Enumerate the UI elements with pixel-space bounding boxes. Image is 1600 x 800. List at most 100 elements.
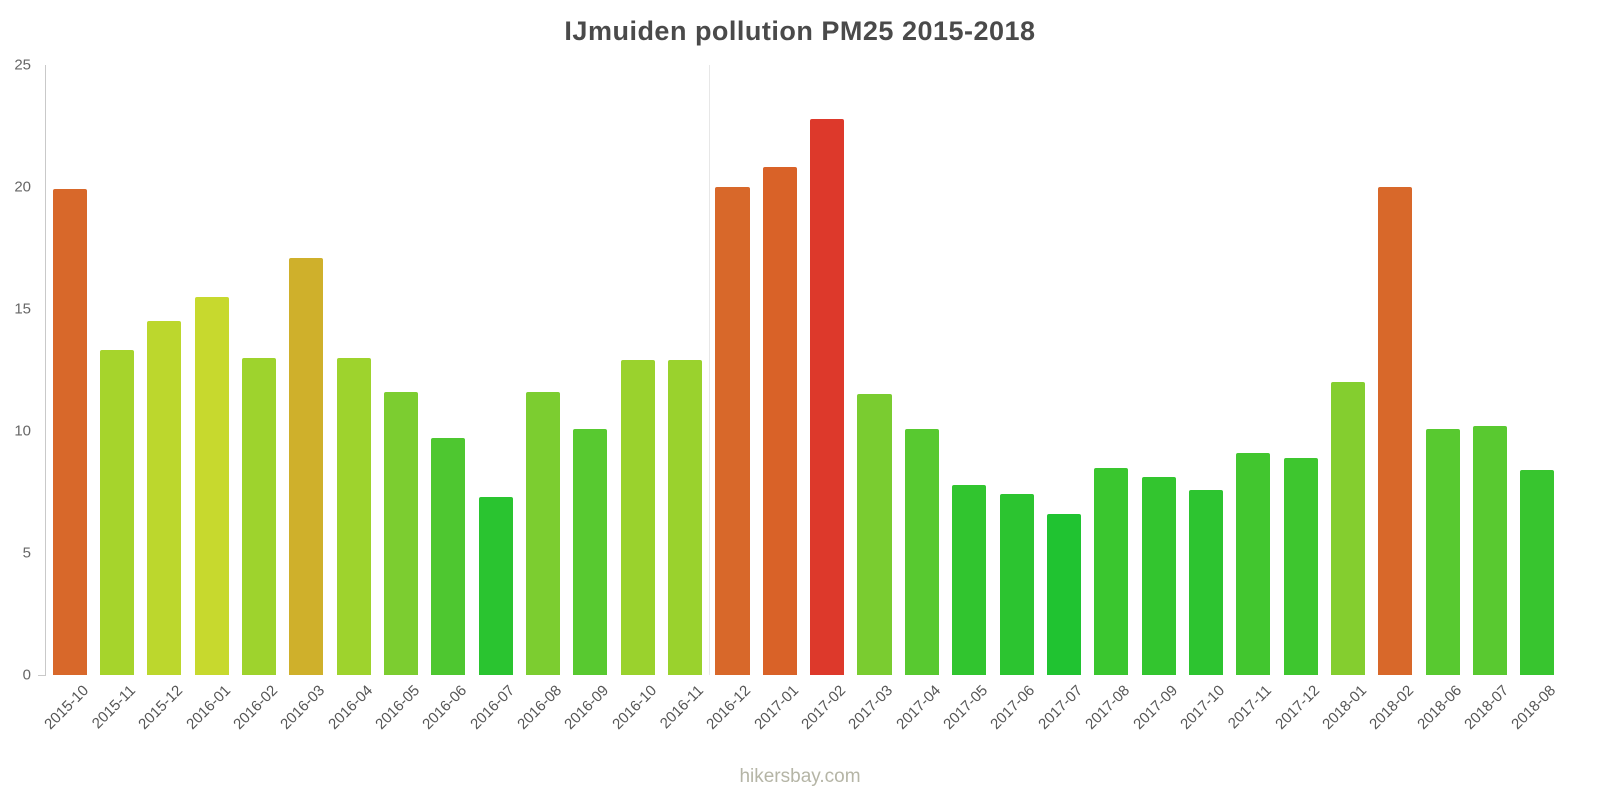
y-axis: 0 5 10 15 20 25 (0, 57, 40, 684)
bar[interactable] (194, 296, 229, 675)
bar-slot: 2015-11 (89, 65, 140, 732)
bar-slot: 2017-01 (751, 65, 803, 733)
x-axis-label: 2018-06 (1413, 682, 1465, 733)
x-axis-label: 2015-10 (40, 682, 92, 733)
bar[interactable] (573, 428, 608, 675)
footer: hikersbay.com (0, 766, 1600, 788)
x-axis-label: 2017-01 (750, 682, 802, 733)
year-divider-line (708, 65, 710, 675)
bar[interactable] (478, 496, 513, 675)
bar[interactable] (1330, 382, 1365, 675)
bar[interactable] (762, 167, 797, 675)
bar[interactable] (857, 394, 892, 675)
bar-slot: 2016-04 (325, 65, 377, 733)
plot-area: 2015-10 2015-11 2015-12 2016-01 2016-02 2016-… (38, 65, 1561, 733)
x-axis-label: 2016-10 (608, 682, 660, 733)
bar-slot: 2017-10 (1177, 65, 1229, 733)
x-axis-label: 2016-08 (514, 682, 566, 733)
bar[interactable] (1472, 426, 1508, 675)
bar[interactable] (1141, 477, 1176, 675)
bar[interactable] (904, 428, 939, 675)
x-axis-label: 2018-08 (1508, 682, 1560, 733)
bar-slot: 2017-05 (940, 65, 993, 733)
x-axis-label: 2018-02 (1366, 682, 1418, 733)
bar[interactable] (1094, 467, 1129, 675)
x-axis-label: 2016-05 (372, 682, 424, 733)
x-axis-label: 2017-09 (1129, 682, 1181, 733)
y-axis-tick-label: 0 (22, 666, 31, 684)
bar[interactable] (289, 257, 324, 675)
x-axis-label: 2016-12 (703, 682, 755, 733)
bar-slot: 2017-02 (798, 65, 851, 733)
x-axis-label: 2016-04 (324, 682, 376, 733)
bar-slot: 2016-02 (230, 65, 282, 733)
bar-slot: 2016-06 (419, 65, 472, 733)
x-axis-label: 2016-06 (419, 682, 471, 733)
bar-slot: 2017-09 (1130, 65, 1182, 733)
bar[interactable] (952, 484, 987, 675)
bar[interactable] (147, 321, 182, 675)
x-axis-label: 2016-11 (657, 682, 708, 733)
x-axis-label: 2016-01 (182, 682, 234, 733)
bar-slot: 2018-08 (1508, 65, 1561, 733)
bar[interactable] (1188, 489, 1223, 675)
bar-slot: 2016-11 (657, 65, 708, 732)
bar[interactable] (668, 360, 703, 675)
x-axis-label: 2017-02 (798, 682, 850, 733)
bar-slot: 2017-11 (1225, 65, 1277, 732)
chart-title: IJmuiden pollution PM25 2015-2018 (564, 16, 1036, 46)
x-axis-label: 2017-08 (1082, 682, 1134, 733)
x-axis-label: 2016-02 (230, 682, 282, 733)
bar-slot: 2016-12 (704, 65, 756, 733)
bar-slot: 2018-02 (1366, 65, 1419, 733)
bar[interactable] (431, 438, 466, 675)
bar-slot: 2016-09 (562, 65, 614, 733)
bar[interactable] (810, 118, 845, 675)
bar[interactable] (1046, 513, 1081, 675)
x-axis-label: 2017-05 (940, 682, 992, 733)
bar[interactable] (526, 391, 561, 675)
x-axis-label: 2017-04 (892, 682, 944, 733)
bar-slot: 2016-01 (183, 65, 235, 733)
x-axis-label: 2018-07 (1461, 682, 1513, 733)
footer-link[interactable]: hikersbay.com (739, 766, 861, 787)
bar[interactable] (99, 350, 135, 675)
bar[interactable] (1425, 428, 1460, 675)
bar[interactable] (1236, 452, 1271, 675)
bar[interactable] (620, 360, 655, 675)
bar-slot: 2018-01 (1319, 65, 1371, 733)
y-axis-tick-label: 5 (22, 544, 31, 562)
bar[interactable] (1283, 457, 1318, 675)
bar-slot: 2015-12 (135, 65, 188, 733)
x-axis-label: 2017-12 (1271, 682, 1323, 733)
y-axis-tick-label: 20 (14, 178, 31, 196)
bar[interactable] (1520, 470, 1555, 675)
bar-slot: 2017-03 (846, 65, 898, 733)
bar-slot: 2017-06 (988, 65, 1040, 733)
x-axis-label: 2017-06 (987, 682, 1039, 733)
y-axis-tick-label: 10 (14, 422, 31, 440)
bar-slot: 2016-10 (609, 65, 661, 733)
y-axis-tick-label: 15 (14, 300, 31, 318)
x-axis-label: 2016-03 (277, 682, 329, 733)
bar-slot: 2017-04 (893, 65, 945, 733)
x-axis-label: 2017-10 (1176, 682, 1228, 733)
bar[interactable] (52, 189, 87, 675)
bar-slot: 2018-07 (1461, 65, 1513, 733)
bar-slot: 2017-12 (1272, 65, 1324, 733)
bar-slot: 2018-06 (1414, 65, 1466, 733)
x-axis-label: 2016-09 (561, 682, 613, 733)
x-axis-label: 2018-01 (1319, 682, 1370, 733)
x-axis-label: 2015-11 (88, 682, 140, 733)
bar-slot: 2017-08 (1082, 65, 1135, 733)
bar[interactable] (336, 357, 371, 675)
bar-slot: 2017-07 (1035, 65, 1087, 733)
bar[interactable] (384, 391, 419, 675)
x-axis-label: 2017-07 (1034, 682, 1086, 733)
bar[interactable] (715, 187, 750, 675)
bar[interactable] (242, 357, 277, 675)
bar-slot: 2016-07 (467, 65, 519, 733)
bar[interactable] (1378, 187, 1413, 675)
bar[interactable] (999, 494, 1034, 675)
